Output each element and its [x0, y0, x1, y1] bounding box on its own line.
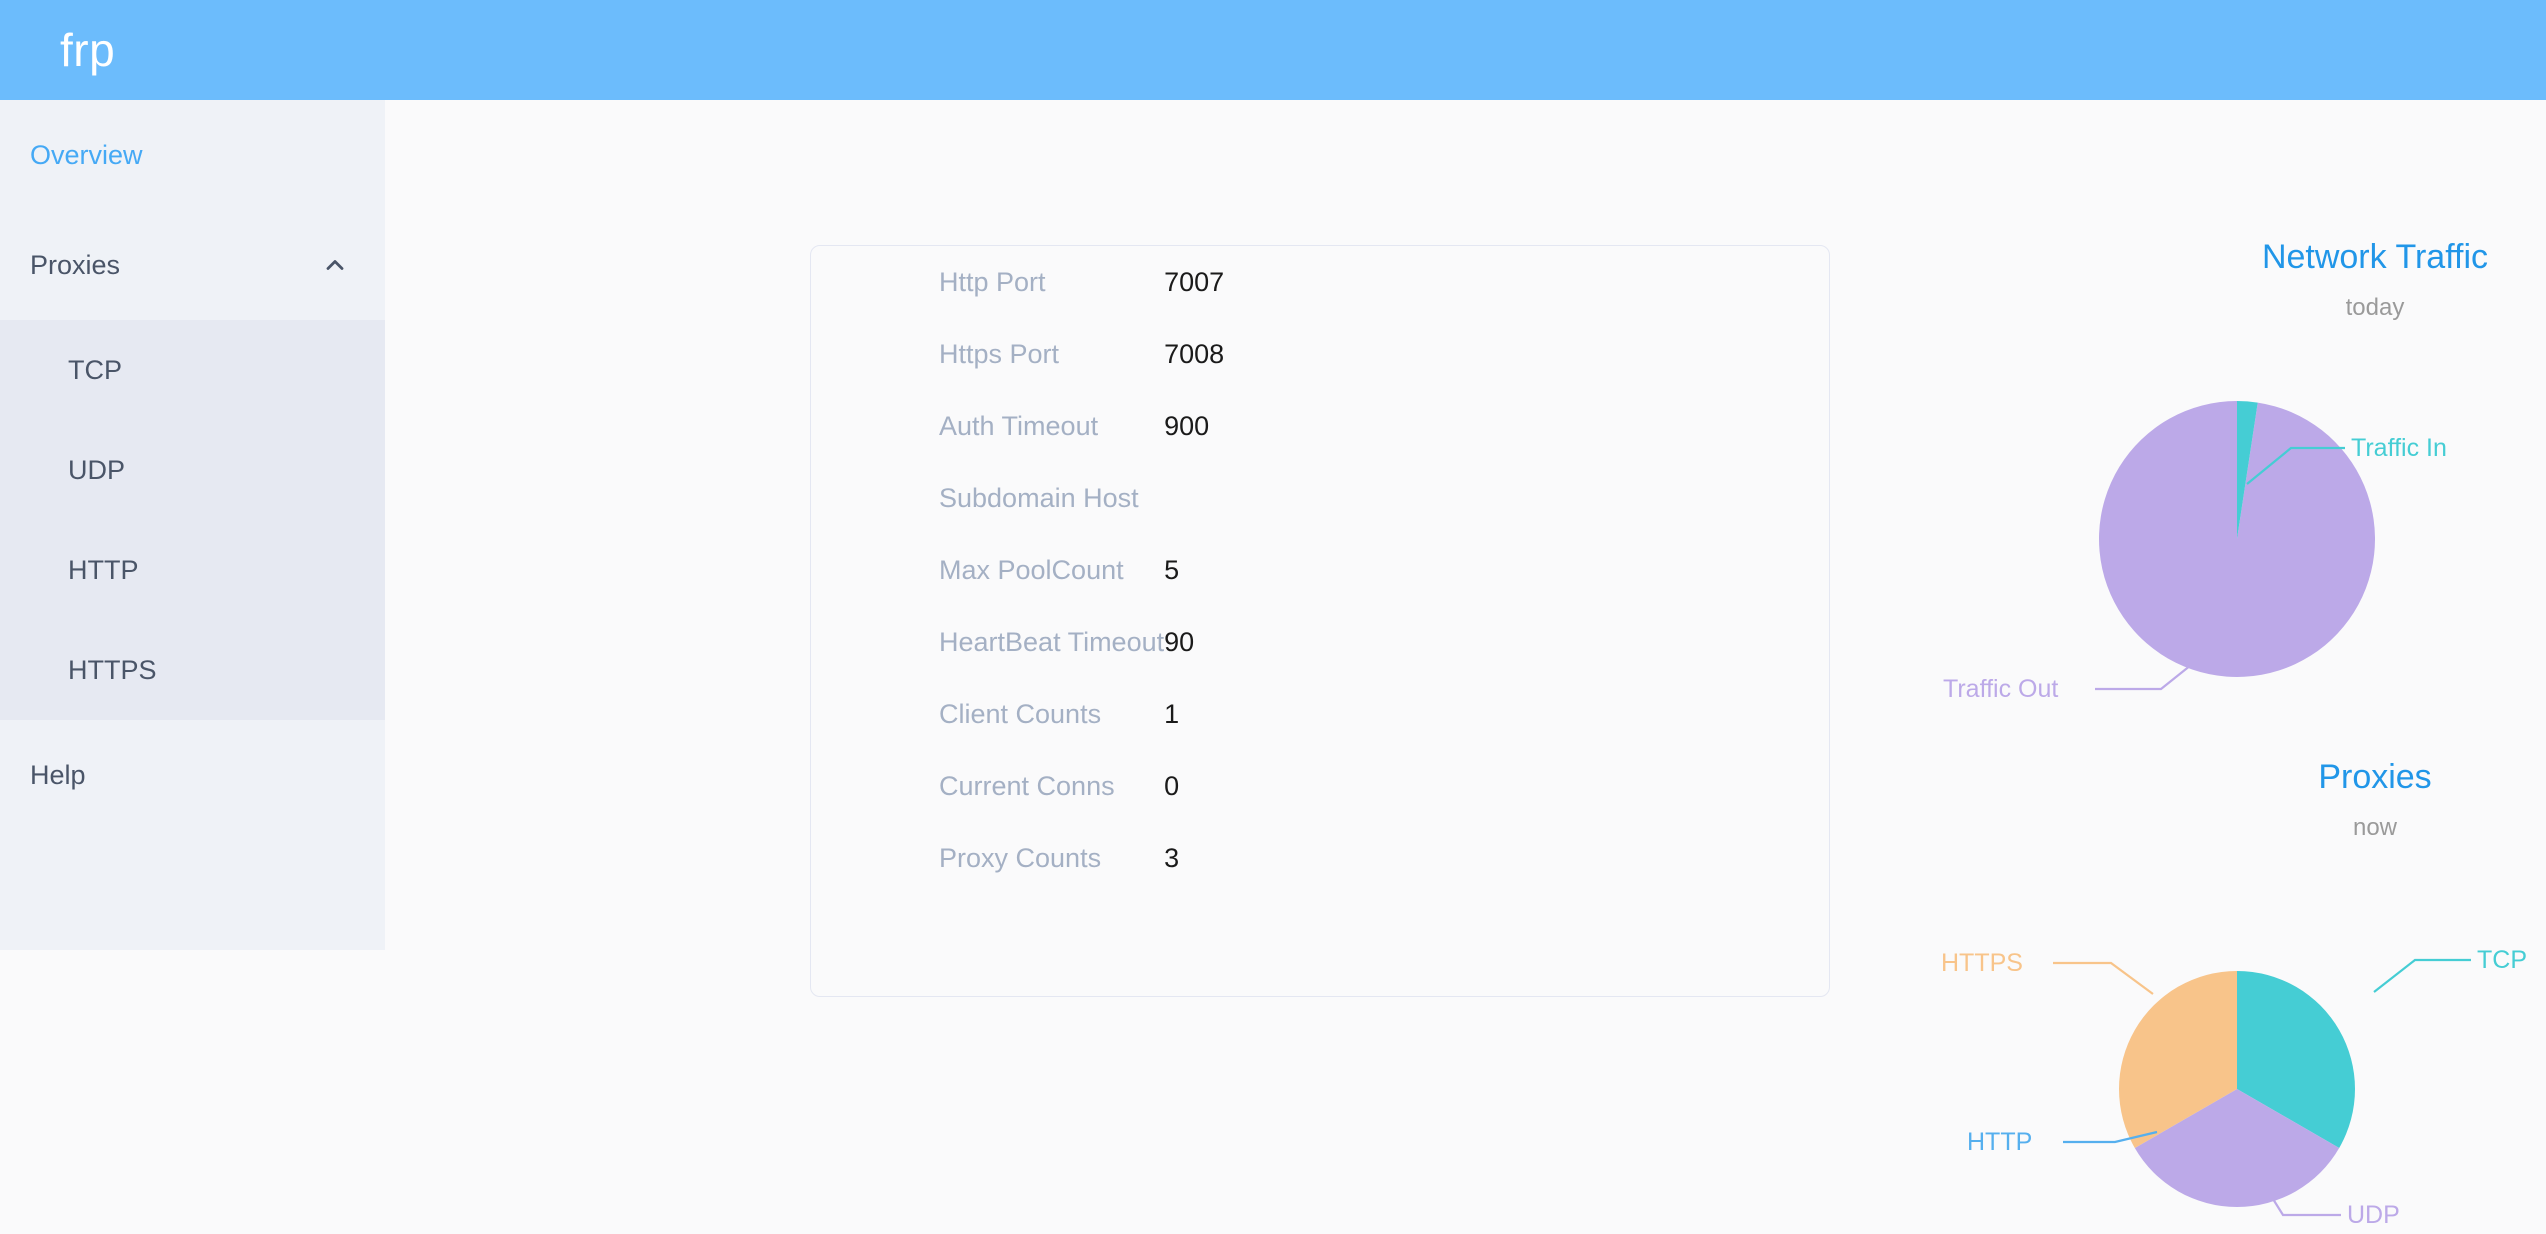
sidebar-nav: Overview Proxies TCP UDP HTTP HTTPS — [0, 100, 385, 950]
table-row: Https Port 7008 — [811, 318, 1829, 390]
app-brand-logo: frp — [60, 24, 116, 76]
sidebar-item-overview-label: Overview — [30, 139, 143, 170]
network-traffic-title: Network Traffic — [2261, 238, 2489, 276]
row-value-heartbeat-timeout: 90 — [1164, 626, 1195, 657]
table-row: Auth Timeout 900 — [811, 390, 1829, 462]
proxies-chart-title: Proxies — [2318, 758, 2432, 796]
row-value-proxy-counts: 3 — [1164, 842, 1180, 873]
pie-slice-tcp — [2237, 971, 2355, 1148]
table-row: Client Counts 1 — [811, 678, 1829, 750]
proxies-chart: Proxies now — [1925, 758, 2546, 1228]
traffic-in-label: Traffic In — [2351, 434, 2447, 462]
row-label-client-counts: Client Counts — [939, 698, 1102, 729]
sidebar-item-help[interactable]: Help — [0, 720, 385, 830]
sidebar-item-http[interactable]: HTTP — [0, 520, 385, 620]
row-label-max-poolcount: Max PoolCount — [939, 554, 1124, 585]
row-label-subdomain-host: Subdomain Host — [939, 482, 1139, 513]
tcp-leader-line — [2373, 958, 2471, 993]
pie-slice-udp — [2134, 1089, 2340, 1207]
charts-column: Network Traffic today Traffic In Tr — [1925, 100, 2546, 1228]
proxies-chart-subtitle: now — [2352, 814, 2398, 841]
app-header: frp — [0, 0, 2546, 100]
traffic-out-label: Traffic Out — [1943, 675, 2059, 703]
sidebar-item-tcp[interactable]: TCP — [0, 320, 385, 420]
row-label-heartbeat-timeout: HeartBeat Timeout — [939, 626, 1165, 657]
row-value-http-port: 7007 — [1164, 266, 1225, 297]
sidebar-item-help-label: Help — [30, 759, 86, 790]
sidebar-item-proxies-label: Proxies — [30, 249, 121, 280]
table-row: Max PoolCount 5 — [811, 534, 1829, 606]
sidebar-item-overview[interactable]: Overview — [0, 100, 385, 210]
proxies-pie-svg — [2053, 958, 2471, 1217]
main-content: Http Port 7007 Https Port 7008 Auth Time… — [385, 100, 2546, 1234]
sidebar-item-https-label: HTTPS — [68, 654, 157, 685]
network-traffic-subtitle: today — [2345, 294, 2405, 321]
table-row: Http Port 7007 — [811, 246, 1829, 318]
udp-leader-line — [2267, 1190, 2341, 1217]
traffic-out-leader-line — [2095, 656, 2202, 691]
row-value-current-conns: 0 — [1164, 770, 1180, 801]
pie-slice-https — [2119, 971, 2237, 1148]
row-value-https-port: 7008 — [1164, 338, 1225, 369]
sidebar-item-udp-label: UDP — [68, 454, 126, 485]
table-row: HeartBeat Timeout 90 — [811, 606, 1829, 678]
tcp-label: TCP — [2477, 946, 2527, 974]
row-value-client-counts: 1 — [1164, 698, 1180, 729]
https-label: HTTPS — [1941, 949, 2023, 977]
row-label-current-conns: Current Conns — [939, 770, 1115, 801]
row-value-auth-timeout: 900 — [1164, 410, 1210, 441]
sidebar-submenu-proxies: TCP UDP HTTP HTTPS — [0, 320, 385, 720]
network-traffic-chart: Network Traffic today Traffic In Tr — [1925, 240, 2546, 704]
sidebar-item-proxies[interactable]: Proxies — [0, 210, 385, 320]
table-row: Proxy Counts 3 — [811, 822, 1829, 894]
table-row: Subdomain Host — [811, 462, 1829, 534]
chevron-up-icon[interactable] — [321, 251, 349, 279]
server-info-card: Http Port 7007 Https Port 7008 Auth Time… — [810, 245, 1830, 997]
traffic-in-leader-line — [2246, 446, 2345, 485]
network-traffic-pie-svg — [2095, 401, 2375, 691]
row-label-https-port: Https Port — [939, 338, 1060, 369]
row-label-proxy-counts: Proxy Counts — [939, 842, 1102, 873]
sidebar-item-udp[interactable]: UDP — [0, 420, 385, 520]
row-label-http-port: Http Port — [939, 266, 1046, 297]
table-row: Current Conns 0 — [811, 750, 1829, 822]
page-body: Overview Proxies TCP UDP HTTP HTTPS — [0, 100, 2546, 1234]
pie-slice-traffic-in — [2237, 401, 2258, 539]
proxies-canvas: TCP HTTPS HTTP UDP — [1925, 864, 2546, 1228]
row-label-auth-timeout: Auth Timeout — [939, 410, 1099, 441]
sidebar-item-http-label: HTTP — [68, 554, 139, 585]
row-value-max-poolcount: 5 — [1164, 554, 1180, 585]
sidebar-item-tcp-label: TCP — [68, 354, 122, 385]
row-value-subdomain-host — [1164, 462, 1829, 534]
network-traffic-canvas: Traffic In Traffic Out — [1925, 344, 2546, 704]
http-leader-line — [2063, 1130, 2158, 1144]
sidebar-item-https[interactable]: HTTPS — [0, 620, 385, 720]
server-info-table: Http Port 7007 Https Port 7008 Auth Time… — [811, 246, 1829, 894]
https-leader-line — [2053, 961, 2154, 995]
http-label: HTTP — [1967, 1128, 2033, 1156]
udp-label: UDP — [2347, 1201, 2400, 1229]
